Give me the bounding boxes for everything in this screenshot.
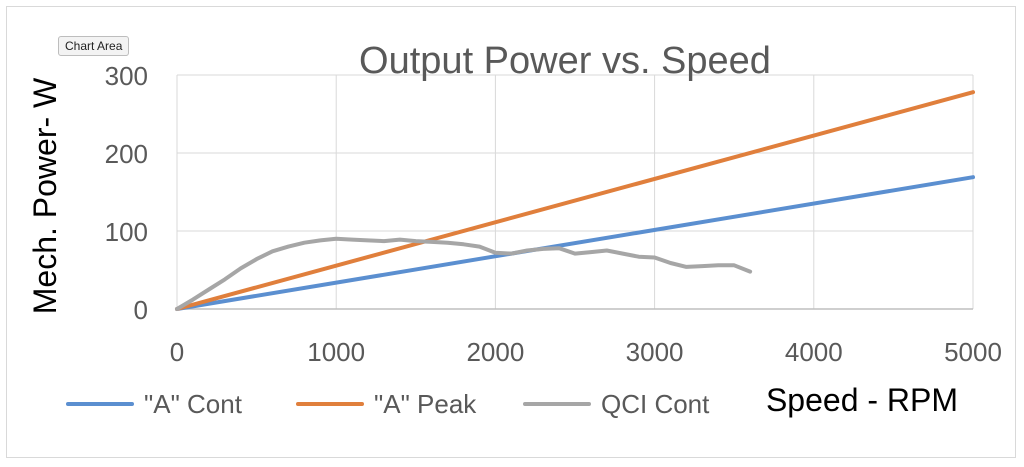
chart-area[interactable]: [6, 6, 1016, 458]
chart-area-tooltip: Chart Area: [58, 36, 130, 56]
